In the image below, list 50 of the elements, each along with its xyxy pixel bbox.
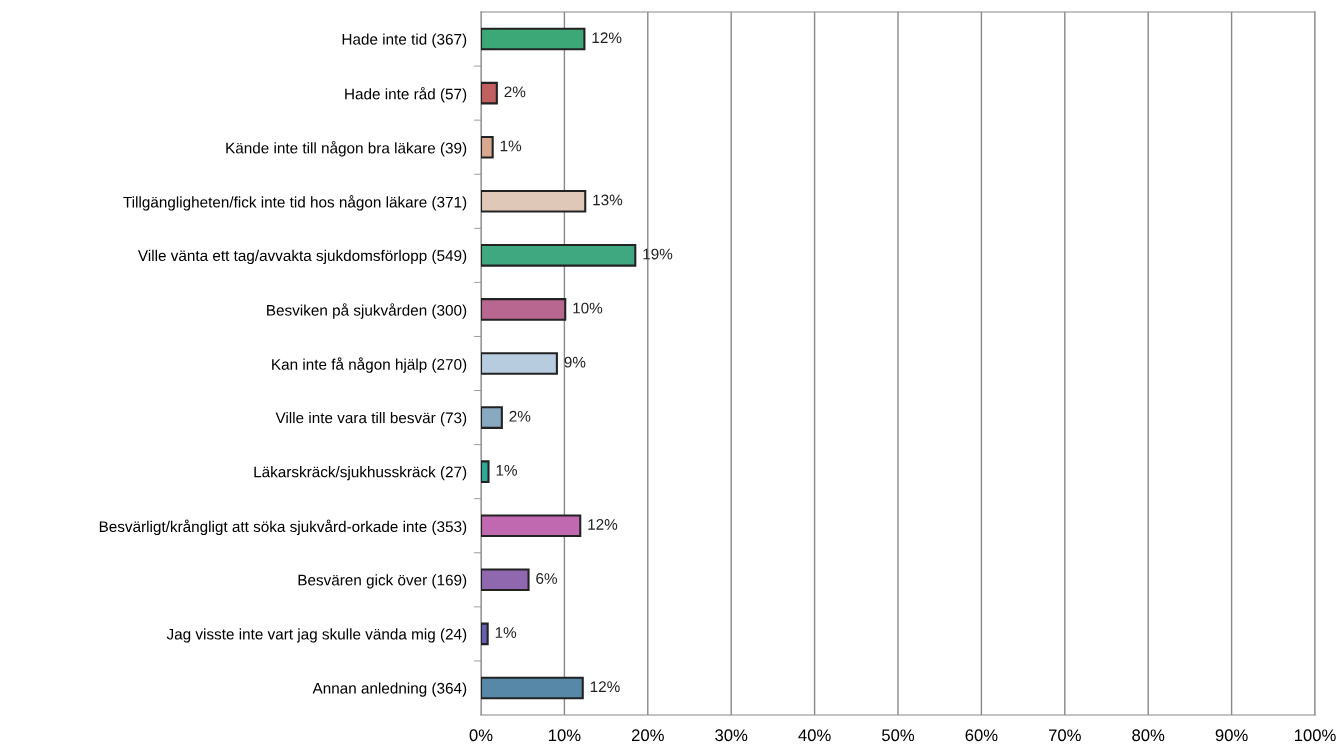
y-tick-label: Hade inte råd (57) xyxy=(345,86,467,103)
data-label: 6% xyxy=(536,573,558,584)
y-tick-label: Tillgängligheten/fick inte tid hos någon läkare (371) xyxy=(123,195,467,211)
bar xyxy=(481,189,587,213)
data-label: 10% xyxy=(573,302,603,314)
y-tick-label: Kan inte få någon hjälp (270) xyxy=(272,357,467,373)
x-tick-label: 50% xyxy=(881,729,915,742)
x-tick-label: 70% xyxy=(1048,729,1081,742)
y-tick-label: Besvärligt/krångligt att söka sjukvård-orkade inte (353) xyxy=(99,519,467,536)
y-tick-label: Jag visste inte vart jag skulle vända mig (24) xyxy=(166,628,467,643)
y-tick-label: Hade inte tid (367) xyxy=(342,33,467,48)
data-label: 19% xyxy=(643,248,673,260)
bar xyxy=(481,460,490,483)
data-label: 1% xyxy=(495,627,517,638)
x-tick-label: 0% xyxy=(469,729,493,742)
x-tick-label: 100% xyxy=(1294,729,1336,742)
y-tick-label: Ville inte vara till besvär (73) xyxy=(275,412,467,427)
bar xyxy=(481,568,530,592)
x-tick-label: 30% xyxy=(715,729,748,742)
y-tick-label: Ville vänta ett tag/avvakta sjukdomsförlopp (549) xyxy=(137,249,467,265)
x-tick-label: 10% xyxy=(548,729,581,742)
x-tick-label: 20% xyxy=(631,729,664,742)
bar xyxy=(481,514,582,538)
x-tick-label: 80% xyxy=(1132,729,1165,742)
bar xyxy=(481,244,637,267)
bar xyxy=(481,622,489,646)
data-label: 12% xyxy=(590,681,620,692)
x-tick-label: 90% xyxy=(1215,729,1248,742)
y-tick-label: Besviken på sjukvården (300) xyxy=(267,303,467,319)
data-label: 2% xyxy=(509,410,531,422)
y-tick-label: Läkarskräck/sjukhusskräck (27) xyxy=(254,466,467,481)
data-label: 9% xyxy=(564,356,586,368)
y-tick-label: Kände inte till någon bra läkare (39) xyxy=(226,141,467,157)
data-label: 1% xyxy=(500,140,522,152)
data-label: 12% xyxy=(592,32,622,44)
y-tick-label: Besvären gick över (169) xyxy=(298,574,467,589)
data-label: 12% xyxy=(588,519,618,530)
bar xyxy=(481,298,567,321)
data-label: 1% xyxy=(496,465,517,476)
bar xyxy=(481,81,498,105)
bar xyxy=(481,676,584,700)
data-label: 13% xyxy=(593,194,623,206)
data-label: 2% xyxy=(504,86,526,98)
x-tick-label: 40% xyxy=(798,729,831,742)
y-tick-label: Annan anledning (364) xyxy=(312,682,467,697)
bar xyxy=(481,406,503,429)
x-tick-label: 60% xyxy=(965,729,998,742)
bar xyxy=(481,352,558,375)
bar xyxy=(481,27,586,51)
bar xyxy=(481,135,494,159)
